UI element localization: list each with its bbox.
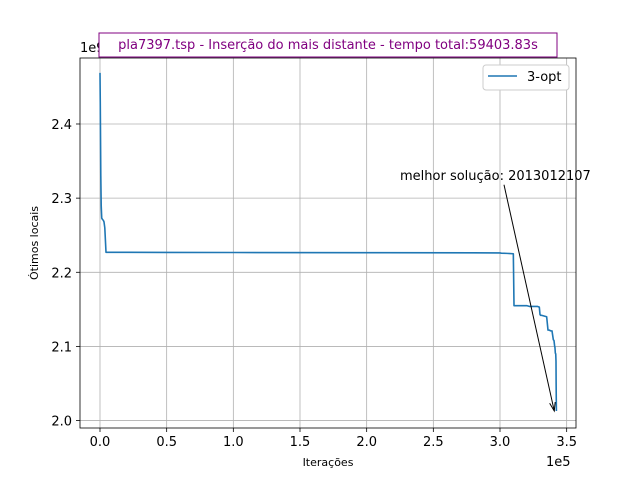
annotation-arrow-shaft bbox=[503, 184, 555, 412]
x-tick-label: 2.5 bbox=[423, 435, 444, 450]
x-tick-label: 1.5 bbox=[290, 435, 311, 450]
annotation-arrow bbox=[503, 184, 556, 413]
legend-label-3-opt: 3-opt bbox=[527, 70, 562, 85]
x-axis-ticks: 0.0 0.5 1.0 1.5 2.0 2.5 3.0 3.5 bbox=[90, 428, 577, 450]
x-tick-label: 3.0 bbox=[490, 435, 511, 450]
y-tick-label: 2.1 bbox=[51, 340, 72, 355]
y-tick-label: 2.0 bbox=[51, 415, 72, 430]
x-offset-label: 1e5 bbox=[546, 455, 571, 470]
y-axis-ticks: 2.0 2.1 2.2 2.3 2.4 bbox=[51, 118, 80, 430]
y-tick-label: 2.3 bbox=[51, 192, 72, 207]
x-tick-label: 3.5 bbox=[556, 435, 577, 450]
annotation-text: melhor solução: 2013012107 bbox=[400, 169, 591, 184]
x-tick-label: 0.0 bbox=[90, 435, 111, 450]
legend: 3-opt bbox=[482, 64, 570, 91]
y-tick-label: 2.4 bbox=[51, 118, 72, 133]
x-axis-label: Iterações bbox=[303, 456, 354, 469]
y-tick-label: 2.2 bbox=[51, 266, 72, 281]
x-tick-label: 0.5 bbox=[156, 435, 177, 450]
legend-box bbox=[482, 64, 570, 91]
y-offset-label: 1e9 bbox=[80, 41, 105, 56]
chart-title: pla7397.tsp - Inserção do mais distante … bbox=[118, 38, 538, 53]
annotation-arrow-head bbox=[549, 401, 556, 413]
plot-area-frame bbox=[79, 57, 577, 429]
y-axis-label: Ótimos locais bbox=[28, 206, 41, 280]
grid bbox=[80, 58, 576, 428]
x-tick-label: 1.0 bbox=[223, 435, 244, 450]
title-box bbox=[98, 32, 558, 58]
x-tick-label: 2.0 bbox=[356, 435, 377, 450]
